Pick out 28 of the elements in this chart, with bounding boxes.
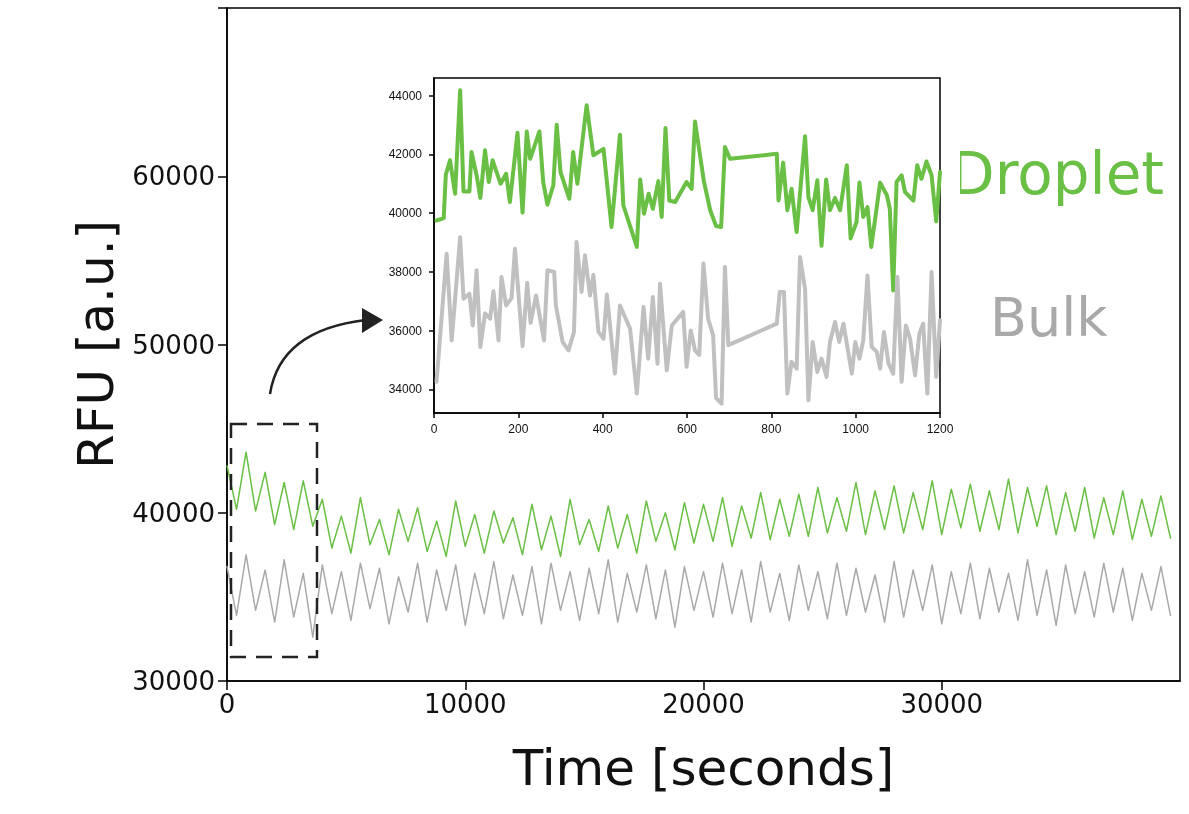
line-series (226, 451, 1172, 558)
y-tick-label: 40000 (388, 206, 423, 221)
y-tick-label: 34000 (388, 382, 423, 397)
y-tick-label: 42000 (388, 147, 423, 162)
x-tick-label: 20000 (662, 689, 745, 719)
x-axis-title: Time [seconds] (511, 739, 895, 797)
x-tick-label: 30000 (900, 689, 984, 719)
x-tick-label: 400 (592, 422, 613, 436)
x-tick-label: 1200 (926, 422, 954, 436)
x-tick-label: 1000 (842, 422, 870, 436)
y-tick-label: 44000 (388, 88, 423, 103)
y-tick-label: 40000 (132, 497, 215, 528)
y-tick-label: 30000 (132, 666, 215, 696)
y-tick-label: 60000 (132, 161, 215, 192)
y-tick-label: 38000 (388, 264, 423, 279)
x-tick-label: 800 (761, 422, 782, 436)
y-tick-label: 36000 (388, 323, 423, 338)
x-tick-label: 0 (430, 422, 438, 436)
line-series (434, 88, 942, 293)
y-axis-title: RFU [a.u.] (67, 219, 126, 470)
y-tick-label: 50000 (132, 329, 215, 360)
x-tick-label: 200 (508, 422, 529, 436)
text: Bulk (990, 285, 1109, 349)
x-tick-label: 0 (218, 689, 236, 719)
line-series (434, 235, 942, 406)
x-tick-label: 600 (676, 422, 698, 436)
line-series (226, 554, 1172, 639)
x-tick-label: 10000 (423, 689, 507, 719)
